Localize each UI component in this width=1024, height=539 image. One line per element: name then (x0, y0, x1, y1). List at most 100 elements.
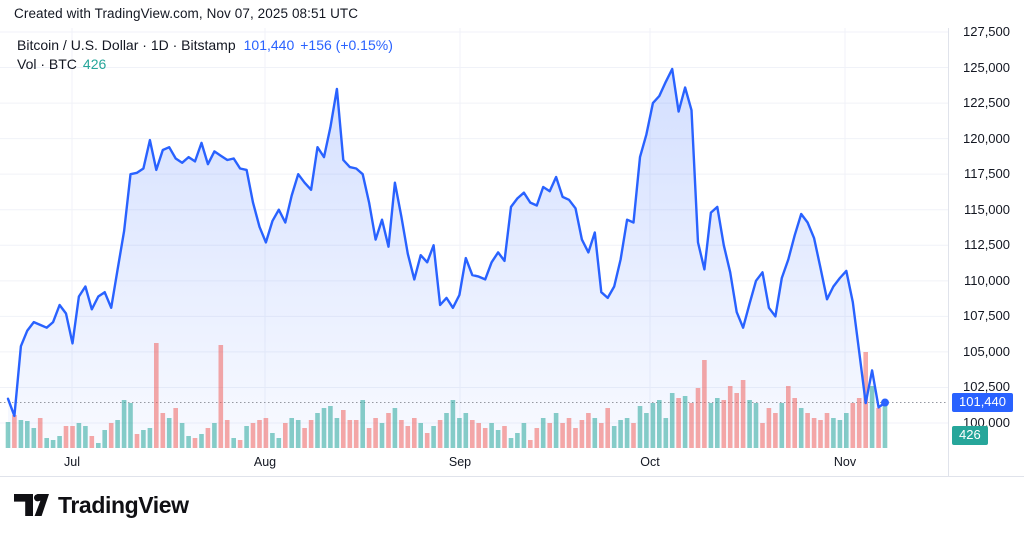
volume-bar (599, 423, 604, 448)
volume-bar (328, 406, 333, 448)
volume-bar (482, 428, 488, 448)
time-axis[interactable]: Jul Aug Sep Oct Nov (0, 450, 948, 477)
volume-bar (360, 400, 365, 448)
volume-bar (515, 433, 520, 448)
price-line (6, 67, 887, 418)
price-change-value: +156 (+0.15%) (300, 37, 393, 53)
volume-bar (250, 423, 256, 448)
volume-bar (179, 423, 185, 448)
y-axis-label: 105,000 (963, 343, 1010, 359)
volume-bar (341, 410, 346, 448)
y-axis-label: 125,000 (963, 59, 1010, 75)
y-axis-label: 120,000 (963, 130, 1010, 146)
y-axis-label: 117,500 (963, 166, 1010, 182)
volume-bar (592, 418, 598, 448)
volume-bar (166, 418, 172, 448)
last-price-value: 101,440 (243, 37, 295, 53)
volume-bar (856, 398, 862, 448)
volume-bar (566, 418, 572, 448)
volume-bar (295, 420, 301, 448)
volume-bar (528, 440, 533, 448)
volume-bar (450, 400, 456, 448)
volume-bar (154, 343, 159, 448)
volume-bar (644, 413, 649, 448)
volume-bar (715, 398, 720, 448)
volume-bar (463, 413, 469, 448)
volume-bar (689, 403, 694, 448)
volume-bar (347, 420, 353, 448)
volume-bar (753, 403, 759, 448)
volume-bar (502, 426, 507, 448)
volume-bar (805, 413, 810, 448)
volume-bar (70, 426, 75, 448)
volume-bar (50, 440, 56, 448)
symbol-title[interactable]: Bitcoin / U.S. Dollar · 1D · Bitstamp (17, 37, 236, 53)
volume-bar (173, 408, 178, 448)
volume-bar (457, 418, 462, 448)
volume-label: Vol · BTC (17, 56, 77, 72)
volume-bar (353, 420, 359, 448)
volume-bar (321, 408, 327, 448)
volume-bar (315, 413, 320, 448)
volume-bar (431, 426, 436, 448)
x-axis-label: Jul (64, 455, 80, 469)
y-axis-label: 107,500 (963, 308, 1010, 324)
volume-bar (779, 403, 785, 448)
current-price-badge-text: 101,440 (959, 394, 1006, 409)
volume-bar (276, 438, 282, 448)
y-axis-label: 122,500 (963, 95, 1010, 111)
volume-bar (218, 345, 224, 448)
volume-value: 426 (82, 56, 107, 72)
volume-bar (560, 423, 565, 448)
volume-bar (31, 428, 37, 448)
volume-bar (437, 420, 443, 448)
volume-bar (869, 386, 875, 448)
volume-bar (547, 423, 552, 448)
volume-bar (392, 408, 398, 448)
tradingview-branding[interactable]: TradingView (14, 492, 189, 519)
volume-bar (470, 420, 475, 448)
x-axis-label: Sep (448, 455, 472, 469)
volume-bar (792, 398, 797, 448)
volume-bar (379, 423, 385, 448)
x-axis-label: Nov (833, 455, 857, 469)
volume-bar (37, 418, 43, 448)
volume-bar (682, 396, 688, 448)
volume-bar (308, 420, 314, 448)
volume-bar (489, 423, 494, 448)
current-volume-badge-text: 426 (959, 427, 981, 442)
volume-bar (727, 386, 733, 448)
volume-bar (702, 360, 707, 448)
volume-bar (231, 438, 236, 448)
volume-bar (734, 393, 739, 448)
volume-bar (573, 428, 578, 448)
volume-bar (818, 420, 823, 448)
volume-bar (121, 400, 127, 448)
volume-bar (676, 398, 681, 448)
volume-bar (837, 420, 843, 448)
volume-bar (663, 418, 669, 448)
volume-bar (115, 420, 120, 448)
volume-bar (476, 423, 481, 448)
volume-bar (63, 426, 69, 448)
volume-bar (553, 413, 559, 448)
volume-bar (811, 418, 817, 448)
volume-bar (244, 426, 249, 448)
volume-bar (334, 418, 340, 448)
volume-bar (747, 400, 752, 448)
volume-bar (57, 436, 62, 448)
volume-bar (134, 434, 140, 448)
y-axis-label: 112,500 (963, 237, 1010, 253)
volume-bar (224, 420, 230, 448)
y-axis-label: 115,000 (963, 201, 1010, 217)
price-axis[interactable]: 127,500 125,000 122,500 120,000 117,500 115,0… (948, 0, 1024, 480)
y-axis-label: 110,000 (963, 272, 1010, 288)
volume-bar (373, 418, 378, 448)
last-price-dot (881, 398, 889, 407)
volume-bar (721, 400, 727, 448)
volume-bar (108, 423, 114, 448)
volume-bar (624, 418, 630, 448)
volume-bar (283, 423, 288, 448)
